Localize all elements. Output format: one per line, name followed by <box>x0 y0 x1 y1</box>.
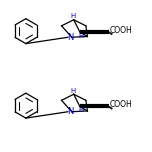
Text: H: H <box>70 13 75 19</box>
Text: H: H <box>70 88 75 94</box>
Text: N: N <box>67 33 73 42</box>
Text: H: H <box>78 33 83 39</box>
Text: COOH: COOH <box>109 100 132 109</box>
Text: COOH: COOH <box>109 26 132 35</box>
Text: H: H <box>78 107 83 113</box>
Text: N: N <box>67 107 73 116</box>
